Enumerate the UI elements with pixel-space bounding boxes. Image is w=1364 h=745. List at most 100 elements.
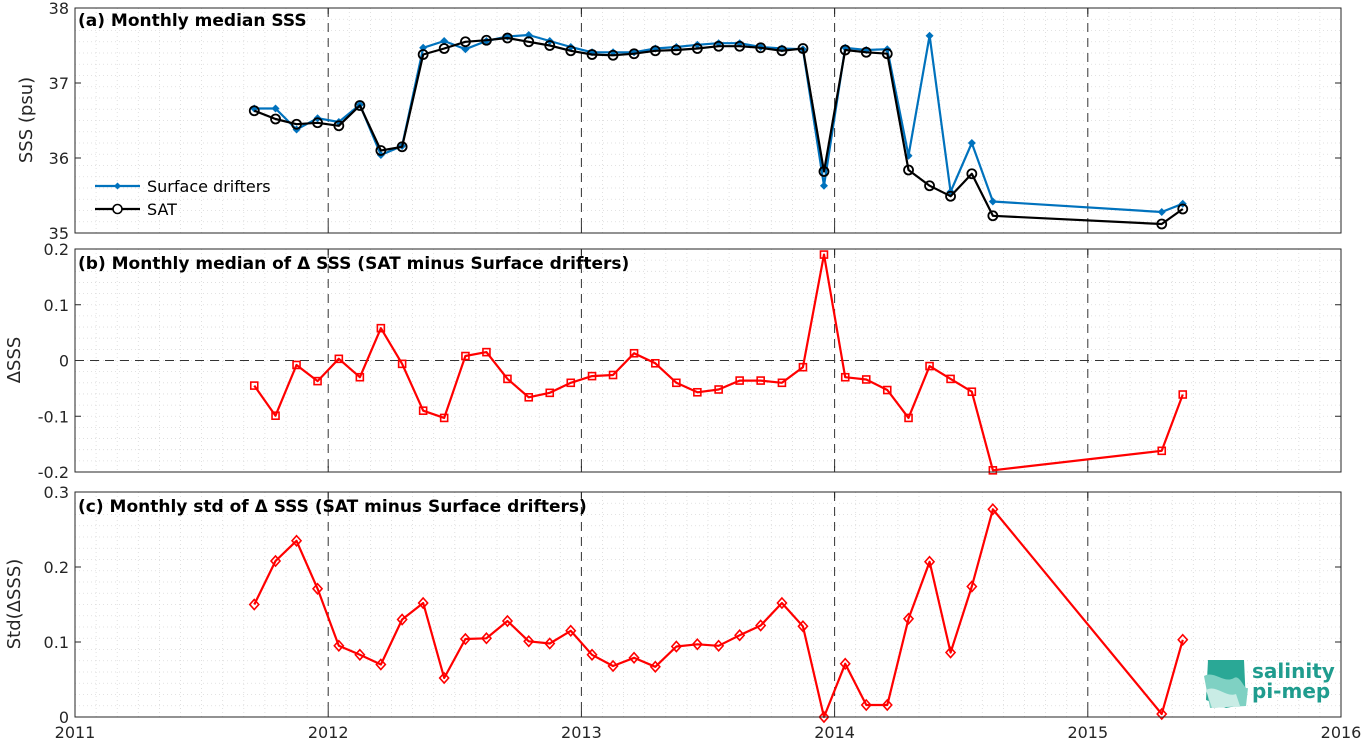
panel-c: 0 0.1 0.2 0.3 (c) Monthly std of Δ SSS (SAT… <box>4 483 1342 727</box>
data-point <box>523 36 535 48</box>
y-tick-label: 0.3 <box>44 483 69 502</box>
data-point <box>713 639 725 652</box>
data-point <box>649 660 661 673</box>
panel-a-ylabel: SSS (psu) <box>16 77 37 163</box>
data-point <box>248 105 260 117</box>
data-point <box>375 658 387 671</box>
data-point <box>459 632 472 646</box>
data-point <box>440 37 449 45</box>
data-point <box>524 392 534 402</box>
panel-c-series <box>248 503 1189 724</box>
data-point <box>670 640 682 653</box>
panel-b-series <box>249 250 1188 475</box>
y-tick-label: 0 <box>59 352 69 371</box>
data-point <box>925 31 934 40</box>
data-point <box>882 385 892 395</box>
panel-b-grid <box>75 249 1341 472</box>
data-point <box>1177 633 1189 646</box>
panel-b-yticks: -0.2 -0.1 0 0.1 0.2 <box>38 240 1342 482</box>
data-point <box>503 374 512 384</box>
x-tick-label: 2016 <box>1321 723 1362 742</box>
data-point <box>734 629 746 642</box>
panel-c-grid <box>75 492 1341 717</box>
data-point <box>881 48 893 60</box>
data-point <box>755 42 767 54</box>
data-point <box>945 190 956 202</box>
data-point <box>333 120 345 132</box>
y-tick-label: -0.2 <box>38 463 69 482</box>
data-point <box>776 596 788 610</box>
data-point <box>587 371 597 381</box>
x-tick-label: 2012 <box>308 723 349 742</box>
x-tick-label: 2015 <box>1067 723 1108 742</box>
data-point <box>271 411 280 420</box>
data-point <box>565 624 577 637</box>
data-point <box>797 620 809 633</box>
data-point <box>249 381 259 390</box>
data-point <box>840 372 850 382</box>
data-point <box>777 378 787 388</box>
x-tick-label: 2014 <box>814 723 855 742</box>
data-point <box>860 698 872 712</box>
data-point <box>586 648 598 661</box>
y-tick-label: 0 <box>59 708 69 727</box>
data-point <box>502 32 513 44</box>
data-point <box>672 378 681 388</box>
legend-sat-marker <box>112 203 123 215</box>
data-point <box>438 43 450 54</box>
data-point <box>248 598 260 611</box>
panel-a: 35 36 37 38 (a) Monthly median SSS SSS (psu… <box>16 0 1342 243</box>
data-point <box>946 374 955 384</box>
data-point <box>735 376 744 385</box>
logo-line-1: salinity <box>1252 659 1335 683</box>
series-line-a-1 <box>253 36 1184 226</box>
data-point <box>354 648 366 661</box>
x-tick-label: 2011 <box>55 723 96 742</box>
panel-b-title: (b) Monthly median of Δ SSS (SAT minus S… <box>78 254 629 274</box>
data-point <box>839 657 851 670</box>
data-point <box>714 385 723 394</box>
data-point <box>608 370 618 380</box>
data-point <box>713 40 725 52</box>
data-point <box>523 635 535 648</box>
panel-a-series <box>248 31 1189 230</box>
data-point <box>461 351 470 361</box>
data-point <box>966 168 978 180</box>
data-point <box>691 43 703 54</box>
y-tick-label: 37 <box>49 74 69 93</box>
x-tick-label: 2013 <box>561 723 602 742</box>
data-point <box>691 638 703 651</box>
legend-sat-label: SAT <box>147 200 177 219</box>
legend-drifters-marker <box>114 182 121 190</box>
salinity-pi-mep-logo: salinity pi-mep <box>1204 659 1335 708</box>
data-point <box>839 44 851 56</box>
logo-wave-foam <box>1206 688 1240 708</box>
data-point <box>670 44 682 56</box>
data-point <box>396 613 408 626</box>
panel-c-yticks: 0 0.1 0.2 0.3 <box>44 483 1342 727</box>
data-point <box>355 372 365 382</box>
data-point <box>417 596 429 610</box>
data-point <box>819 250 829 259</box>
data-point <box>418 406 428 415</box>
data-point <box>755 619 767 632</box>
data-point <box>1178 390 1188 399</box>
data-point <box>756 376 765 385</box>
y-tick-label: 0.2 <box>44 558 69 577</box>
data-point <box>586 49 598 60</box>
data-point <box>923 555 936 568</box>
data-point <box>987 210 999 222</box>
x-axis-tick-labels: 2011 2012 2013 2014 2015 2016 <box>55 723 1362 742</box>
data-point <box>607 49 619 61</box>
legend-drifters-label: Surface drifters <box>147 177 271 196</box>
data-point <box>566 378 576 388</box>
data-point <box>311 582 324 595</box>
data-point <box>291 118 302 130</box>
data-point <box>333 639 345 652</box>
data-point <box>417 49 429 60</box>
y-tick-label: -0.1 <box>38 407 69 426</box>
data-point <box>313 376 322 386</box>
data-point <box>545 388 555 398</box>
series-line-c-0 <box>253 508 1184 719</box>
panel-b-ylabel: ΔSSS <box>4 337 25 384</box>
